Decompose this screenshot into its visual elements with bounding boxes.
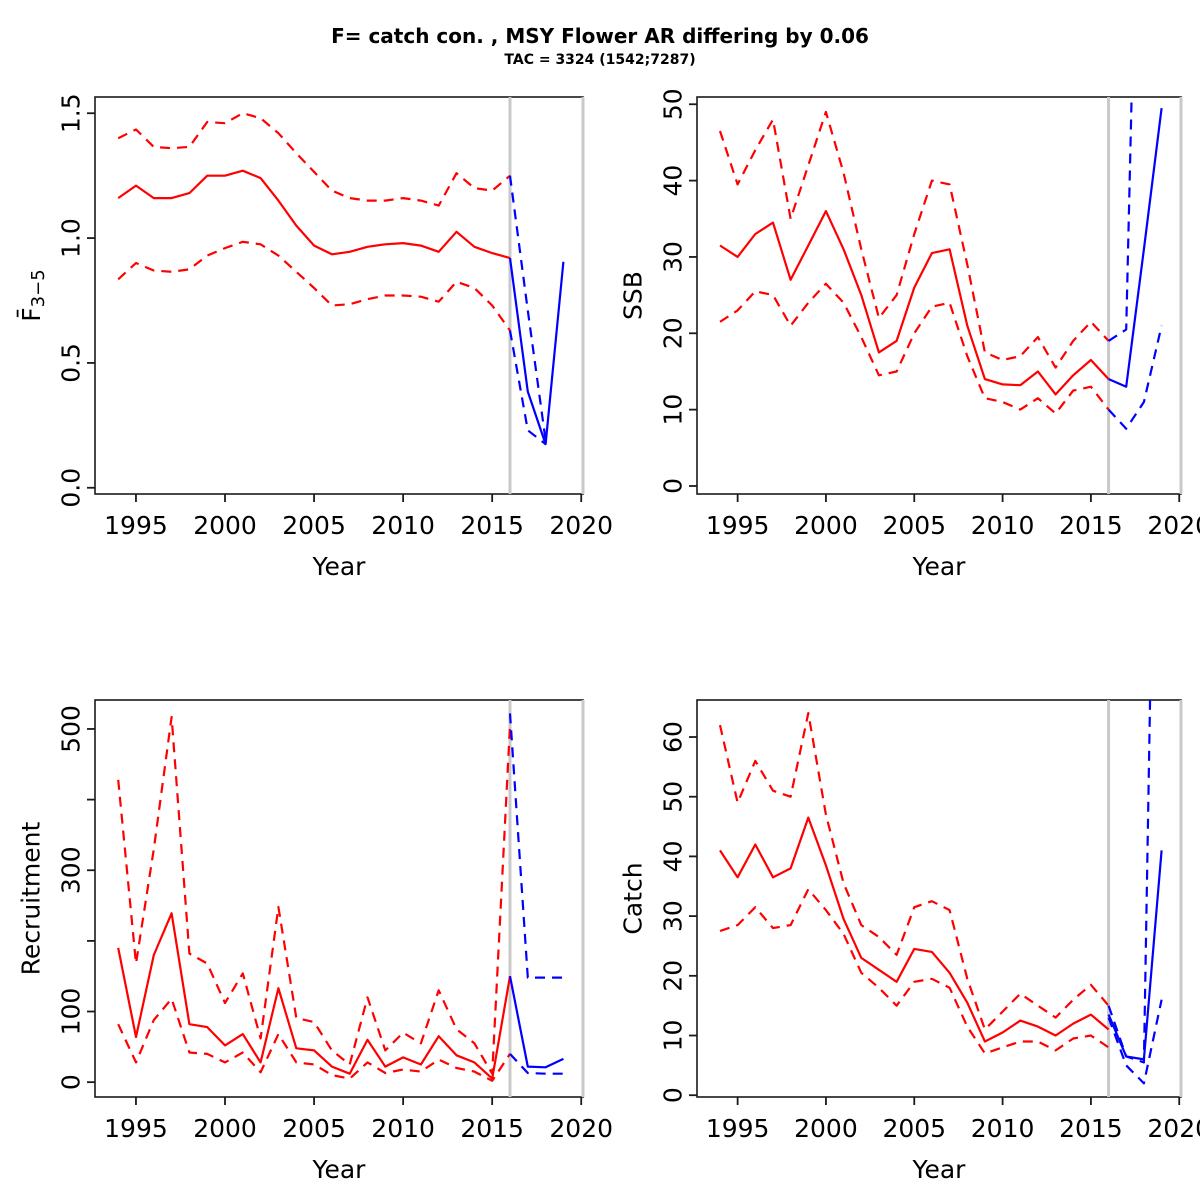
series-historical-lower-ci xyxy=(117,240,511,332)
series-projection-upper-ci xyxy=(1107,700,1152,1064)
y-tick-label: 10 xyxy=(659,394,688,426)
x-tick-label: 2010 xyxy=(971,1114,1035,1143)
y-tick-label: 30 xyxy=(659,900,688,932)
y-tick-label: 50 xyxy=(659,88,688,120)
figure-subtitle: TAC = 3324 (1542;7287) xyxy=(504,52,696,68)
series-historical-lower-ci xyxy=(719,282,1110,415)
x-axis-title: Year xyxy=(312,552,367,581)
y-tick-label: 300 xyxy=(57,846,86,894)
x-axis-title: Year xyxy=(912,1155,967,1184)
x-tick-label: 2010 xyxy=(371,511,435,540)
x-tick-label: 2000 xyxy=(794,511,858,540)
x-tick-label: 2015 xyxy=(460,511,524,540)
y-axis-title: SSB xyxy=(619,271,648,320)
series-projection-upper-ci xyxy=(508,175,547,441)
x-tick-label: 2015 xyxy=(1059,1114,1123,1143)
series-projection-median xyxy=(508,257,565,446)
y-axis-title: F̄3−5 xyxy=(16,269,49,321)
y-axis-title: Catch xyxy=(619,862,648,934)
x-tick-label: 2005 xyxy=(882,511,946,540)
panel-fishing-mortality: 1995 2000 2005 2010 2015 2020 0.0 0.5 1.0 1.5 Year… xyxy=(16,93,613,581)
series-projection-lower-ci xyxy=(1107,999,1163,1085)
series-historical-median xyxy=(719,210,1110,396)
y-tick-label: 20 xyxy=(659,317,688,349)
series-historical-upper-ci xyxy=(117,715,512,1075)
x-tick-label: 2020 xyxy=(549,1114,613,1143)
series-group xyxy=(718,700,1163,1085)
x-tick-label: 2020 xyxy=(549,511,613,540)
series-historical-median xyxy=(719,816,1110,1043)
y-tick-label: 100 xyxy=(57,988,86,1036)
y-tick-label: 20 xyxy=(659,960,688,992)
y-axis-title: Recruitment xyxy=(17,821,46,975)
x-tick-label: 1995 xyxy=(104,511,168,540)
x-tick-label: 2020 xyxy=(1147,511,1200,540)
y-tick-label: 0 xyxy=(659,478,688,494)
panel-recruitment: 1995 2000 2005 2010 2015 2020 0 100 300 500 Year Re… xyxy=(17,699,613,1184)
x-tick-label: 2015 xyxy=(1059,511,1123,540)
x-tick-label: 1995 xyxy=(104,1114,168,1143)
panel-catch: 1995 2000 2005 2010 2015 2020 0 10 20 30 40 50 60 Yea… xyxy=(619,699,1200,1184)
series-historical-lower-ci xyxy=(117,997,511,1082)
series-historical-upper-ci xyxy=(718,110,1110,369)
y-tick-label: 0 xyxy=(659,1087,688,1103)
series-group xyxy=(117,112,565,446)
series-historical-upper-ci xyxy=(117,112,511,207)
y-tick-label: 500 xyxy=(57,705,86,753)
x-tick-label: 2000 xyxy=(794,1114,858,1143)
x-tick-label: 2000 xyxy=(193,511,257,540)
y-tick-label: 0.5 xyxy=(57,343,86,383)
series-historical-upper-ci xyxy=(718,711,1110,1031)
x-axis-title: Year xyxy=(312,1155,367,1184)
y-tick-label: 10 xyxy=(659,1020,688,1052)
y-tick-label: 0 xyxy=(57,1074,86,1090)
y-tick-label: 60 xyxy=(659,721,688,753)
y-tick-label: 0.0 xyxy=(57,468,86,508)
series-projection-lower-ci xyxy=(509,1053,564,1075)
y-tick-label: 1.0 xyxy=(57,218,86,258)
x-tick-label: 2005 xyxy=(282,511,346,540)
y-tick-label: 50 xyxy=(659,781,688,813)
series-historical-lower-ci xyxy=(719,888,1110,1055)
series-projection-median xyxy=(508,975,564,1069)
x-tick-label: 2005 xyxy=(882,1114,946,1143)
x-axis-title: Year xyxy=(912,552,967,581)
series-group xyxy=(718,97,1163,430)
x-tick-label: 1995 xyxy=(706,1114,770,1143)
series-projection-median xyxy=(1107,850,1163,1061)
y-tick-label: 40 xyxy=(659,165,688,197)
x-tick-label: 2010 xyxy=(971,511,1035,540)
y-tick-label: 1.5 xyxy=(57,93,86,133)
x-tick-label: 2020 xyxy=(1147,1114,1200,1143)
y-tick-label: 40 xyxy=(659,841,688,873)
series-historical-median xyxy=(117,169,511,260)
x-tick-label: 2000 xyxy=(193,1114,257,1143)
series-historical-median xyxy=(117,912,512,1080)
series-projection-lower-ci xyxy=(1107,325,1163,430)
x-tick-label: 2010 xyxy=(371,1114,435,1143)
y-tick-label: 30 xyxy=(659,241,688,273)
x-tick-label: 2005 xyxy=(282,1114,346,1143)
series-projection-median xyxy=(1108,107,1163,388)
figure-title: F= catch con. , MSY Flower AR differing … xyxy=(331,24,869,48)
series-group xyxy=(117,713,564,1082)
x-tick-label: 2015 xyxy=(460,1114,524,1143)
series-projection-upper-ci xyxy=(1108,97,1133,342)
series-projection-upper-ci xyxy=(508,713,564,979)
x-tick-label: 1995 xyxy=(706,511,770,540)
panel-ssb: 1995 2000 2005 2010 2015 2020 0 10 20 30 40 50 Year S… xyxy=(619,88,1200,581)
